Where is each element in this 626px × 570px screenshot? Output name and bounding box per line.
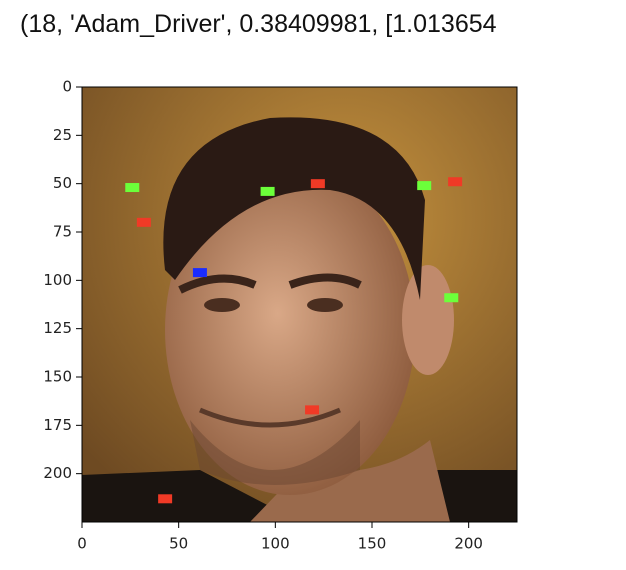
y-tick-label: 50 xyxy=(53,174,72,192)
x-tick-label: 150 xyxy=(358,535,387,553)
x-tick-label: 0 xyxy=(77,535,87,553)
x-tick-label: 50 xyxy=(169,535,188,553)
y-tick-label: 25 xyxy=(53,126,72,144)
marker xyxy=(310,179,325,189)
y-tick-label: 150 xyxy=(43,368,72,386)
marker xyxy=(158,494,173,504)
marker xyxy=(125,183,140,193)
y-tick-label: 125 xyxy=(43,319,72,337)
marker xyxy=(417,181,432,191)
marker xyxy=(305,405,320,415)
marker xyxy=(192,268,207,278)
axes-frame xyxy=(81,86,518,523)
photo xyxy=(82,87,517,522)
x-tick-label: 100 xyxy=(261,535,290,553)
marker xyxy=(136,217,151,227)
output-text: (18, 'Adam_Driver', 0.38409981, [1.01365… xyxy=(20,10,497,38)
y-tick-label: 0 xyxy=(62,78,72,96)
y-tick-label: 175 xyxy=(43,416,72,434)
y-tick-label: 200 xyxy=(43,464,72,482)
y-tick-label: 75 xyxy=(53,223,72,241)
marker xyxy=(444,293,459,303)
marker xyxy=(448,177,463,187)
x-tick-label: 200 xyxy=(454,535,483,553)
marker xyxy=(260,186,275,196)
y-tick-label: 100 xyxy=(43,271,72,289)
